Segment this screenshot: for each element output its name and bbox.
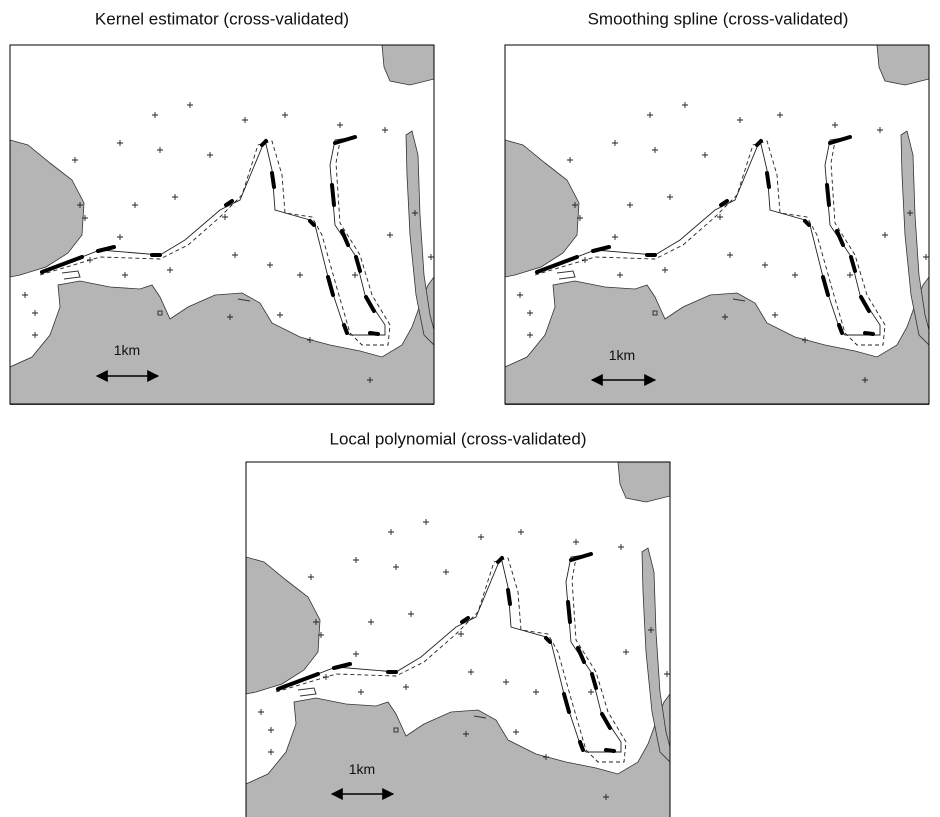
panel: Smoothing spline (cross-validated) 1km xyxy=(505,9,929,405)
map-view xyxy=(505,45,929,405)
panel-frame xyxy=(504,44,930,405)
panel: Kernel estimator (cross-validated) 1km xyxy=(10,9,434,405)
panel-frame xyxy=(245,461,671,817)
scale-label: 1km xyxy=(349,761,375,777)
panel-title: Smoothing spline (cross-validated) xyxy=(588,9,849,28)
scale-label: 1km xyxy=(609,347,635,363)
map-view xyxy=(10,45,434,405)
panel: Local polynomial (cross-validated) 1km xyxy=(246,429,670,817)
map-view xyxy=(246,462,670,817)
panel-title: Kernel estimator (cross-validated) xyxy=(95,9,349,28)
panel-title: Local polynomial (cross-validated) xyxy=(329,429,586,448)
scale-label: 1km xyxy=(114,342,140,358)
panel-frame xyxy=(9,44,435,405)
